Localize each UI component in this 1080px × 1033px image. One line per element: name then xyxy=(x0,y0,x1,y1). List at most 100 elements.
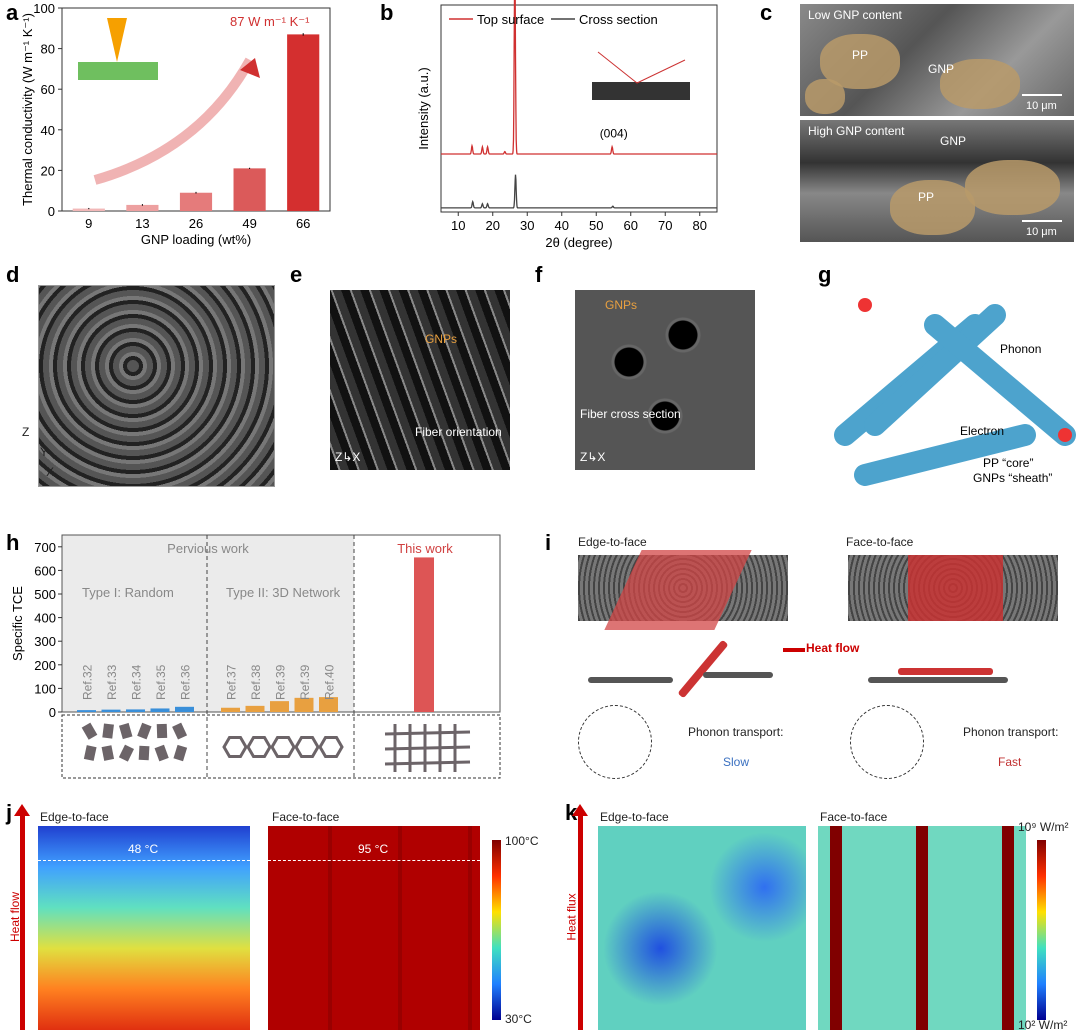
hexagon-network-icon xyxy=(246,735,272,759)
axis-z: Z xyxy=(22,425,30,439)
bar xyxy=(150,708,170,712)
y-tick-label: 40 xyxy=(41,123,55,138)
probe-sample-icon xyxy=(78,62,158,80)
random-flake-icon xyxy=(137,722,152,740)
random-flake-icon xyxy=(102,723,114,739)
bar-ref-label: Ref.40 xyxy=(323,664,337,700)
bar xyxy=(77,710,96,712)
random-flake-icon xyxy=(138,745,150,761)
label-face-to-face: Face-to-face xyxy=(272,810,340,824)
label-heat-flow: Heat flow xyxy=(806,641,860,655)
x-tick-label: 30 xyxy=(520,218,534,233)
label-core: PP “core” xyxy=(983,456,1033,470)
y-tick-label: 700 xyxy=(34,540,56,555)
bar-ref-label: Ref.32 xyxy=(81,664,95,700)
y-tick-label: 20 xyxy=(41,163,55,178)
temp-readout: 48 °C xyxy=(128,842,159,856)
y-tick-label: 100 xyxy=(34,681,56,696)
phonon-schematic: Edge-to-face Face-to-face Heat flow Phon… xyxy=(578,535,1078,785)
y-tick-label: 600 xyxy=(34,563,56,578)
colorbar-min: 30°C xyxy=(505,1012,532,1026)
x-axis-label: GNP loading (wt%) xyxy=(141,232,251,247)
colorbar-heat-flux xyxy=(1037,840,1046,1020)
this-work-label: This work xyxy=(397,541,453,556)
y-tick-label: 0 xyxy=(48,204,55,219)
bar xyxy=(319,697,338,712)
y-tick-label: 400 xyxy=(34,611,56,626)
label-phonon-transport: Phonon transport: xyxy=(688,725,784,739)
panel-label-d: d xyxy=(6,262,20,287)
label-pp: PP xyxy=(852,48,869,62)
legend-label: Top surface xyxy=(477,12,544,27)
chart-thermal-conductivity: 0 20 40 60 80 100 9 13 26 49 66 GNP loading (wt%) Th… xyxy=(20,1,331,247)
random-flake-icon xyxy=(118,744,135,762)
bar xyxy=(287,34,320,211)
x-tick-label: 40 xyxy=(555,218,569,233)
bar xyxy=(245,705,265,712)
y-axis-label: Specific TCE xyxy=(10,586,25,661)
trend-arrow xyxy=(93,57,255,185)
label-gnps: GNPs xyxy=(425,332,458,346)
random-flake-icon xyxy=(101,745,115,761)
temperature-map-face-to-face: 95 °C xyxy=(268,826,480,1030)
label-gnp: GNP xyxy=(928,62,955,76)
hexagon-network-icon xyxy=(222,735,248,759)
ct-volume-image xyxy=(38,285,275,487)
panel-label-g: g xyxy=(818,262,832,287)
colorbar-max: 10⁹ W/m² xyxy=(1018,820,1069,834)
panel-label-a: a xyxy=(6,0,19,25)
label-electron: Electron xyxy=(960,424,1004,438)
label-sheath: GNPs “sheath” xyxy=(973,471,1052,485)
x-tick-label: 10 xyxy=(451,218,465,233)
panel-label-j: j xyxy=(6,800,13,825)
temperature-map-edge-to-face: 48 °C xyxy=(38,826,250,1030)
bar xyxy=(233,168,266,211)
x-tick-label: 66 xyxy=(296,216,310,231)
bar xyxy=(414,557,434,712)
xrd-line-cross-section xyxy=(441,174,717,209)
heat-flux-arrow xyxy=(578,812,583,1030)
grid-fiber-icon xyxy=(384,760,471,766)
previous-work-region xyxy=(62,535,354,712)
bar xyxy=(270,701,289,712)
bar xyxy=(179,192,213,211)
label-edge-to-face: Edge-to-face xyxy=(600,810,669,824)
plot-frame xyxy=(440,4,718,213)
label-phonon: Phonon xyxy=(1000,342,1041,356)
colorbar-min: 10² W/m² xyxy=(1018,1018,1068,1032)
bar-ref-label: Ref.39 xyxy=(274,664,288,700)
sample-slab-icon xyxy=(592,82,690,100)
y-tick-label: 500 xyxy=(34,587,56,602)
random-flake-icon xyxy=(118,722,133,740)
phonon-sphere xyxy=(858,298,872,312)
chart-specific-tce: 0 100 200 300 400 500 600 700 Specific TCE Pervio… xyxy=(10,534,501,779)
label-fast: Fast xyxy=(998,755,1022,769)
structure-box xyxy=(61,714,501,779)
ct-slice-fiber-orientation: GNPs Fiber orientation Z↳X xyxy=(330,290,510,470)
bar-ref-label: Ref.37 xyxy=(225,664,239,700)
group-label: Type II: 3D Network xyxy=(226,585,341,600)
sem-image-high-gnp: High GNP content GNP PP 10 μm xyxy=(800,120,1074,242)
colorbar-max: 100°C xyxy=(505,834,539,848)
label-heat-flow-axis: Heat flow xyxy=(8,891,23,943)
random-flake-icon xyxy=(173,744,188,762)
x-tick-label: 20 xyxy=(486,218,500,233)
scale-bar: 10 μm xyxy=(1026,100,1057,112)
random-flake-icon xyxy=(81,722,98,740)
hexagon-network-icon xyxy=(318,735,344,759)
y-axis-label: Intensity (a.u.) xyxy=(416,67,431,149)
trend-arrow-head xyxy=(240,58,260,78)
bar-ref-label: Ref.38 xyxy=(249,664,263,700)
label-gnps: GNPs xyxy=(605,298,638,312)
bar-ref-label: Ref.39 xyxy=(298,664,312,700)
bar xyxy=(221,707,240,712)
random-flake-icon xyxy=(156,723,168,739)
axes-zx: Z↳X xyxy=(335,450,361,464)
bar-ref-label: Ref.34 xyxy=(130,664,144,700)
bar xyxy=(101,709,121,712)
label-face-to-face: Face-to-face xyxy=(846,535,914,549)
label-low-gnp: Low GNP content xyxy=(808,8,902,22)
legend-label: Cross section xyxy=(579,12,658,27)
label-gnp: GNP xyxy=(940,134,967,148)
label-slow: Slow xyxy=(723,755,750,769)
